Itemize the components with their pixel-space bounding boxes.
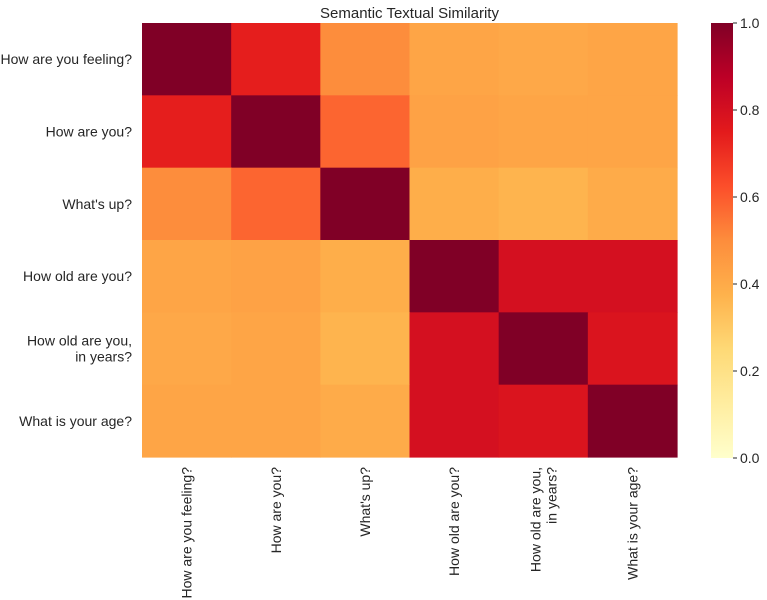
x-tick-label-line: How old are you? — [446, 467, 462, 576]
y-tick-label: How old are you, in years? — [27, 333, 132, 365]
x-tick-label: How old are you,in years? — [527, 467, 559, 572]
colorbar-gradient — [711, 23, 733, 458]
y-axis-labels: How are you feeling? How are you? What's u… — [0, 51, 132, 429]
colorbar-tick-label: 0.6 — [740, 189, 760, 205]
y-tick-label-line: How old are you? — [23, 268, 132, 284]
y-tick-label: What's up? — [62, 196, 132, 212]
x-tick-label-line: What's up? — [357, 467, 373, 537]
x-tick-label-line: What is your age? — [624, 467, 640, 580]
heatmap-cell — [587, 312, 678, 386]
y-tick-label-line: in years? — [75, 349, 132, 365]
heatmap-cell — [409, 167, 500, 241]
x-tick-label-text: How are you? — [268, 467, 284, 554]
y-tick-label: How are you feeling? — [0, 51, 132, 67]
heatmap-cell — [587, 95, 678, 169]
heatmap-cell — [587, 384, 678, 458]
heatmap-cell — [142, 312, 232, 386]
heatmap-cell — [587, 167, 678, 241]
heatmap-cell — [231, 95, 321, 169]
colorbar-tick-label: 1.0 — [740, 15, 760, 31]
heatmap-cells — [142, 23, 678, 458]
x-tick-label-text: How old are you,in years? — [527, 467, 559, 572]
x-tick-label-text: What's up? — [357, 467, 373, 537]
heatmap-cell — [498, 312, 589, 386]
heatmap-cell — [409, 240, 500, 313]
heatmap-cell — [231, 240, 321, 313]
x-tick-label: What is your age? — [624, 467, 640, 580]
x-tick-label-line: in years? — [543, 467, 559, 524]
y-tick-label-line: How are you? — [46, 124, 133, 140]
y-tick-label-line: What's up? — [62, 196, 132, 212]
heatmap-cell — [409, 384, 500, 458]
heatmap-cell — [498, 167, 589, 241]
y-tick-label: What is your age? — [19, 413, 132, 429]
colorbar-tick-label: 0.8 — [740, 102, 760, 118]
heatmap-cell — [231, 23, 321, 96]
x-tick-label-line: How old are you, — [527, 467, 543, 572]
heatmap-cell — [587, 23, 678, 96]
y-tick-label-line: What is your age? — [19, 413, 132, 429]
heatmap-cell — [498, 240, 589, 313]
heatmap-cell — [231, 384, 321, 458]
heatmap-cell — [409, 312, 500, 386]
heatmap-cell — [498, 384, 589, 458]
x-axis-labels: How are you feeling? How are you? What's u… — [179, 467, 641, 599]
heatmap-cell — [231, 167, 321, 241]
x-tick-label-text: How old are you? — [446, 467, 462, 576]
heatmap-cell — [320, 384, 411, 458]
heatmap-cell — [587, 240, 678, 313]
heatmap-cell — [142, 240, 232, 313]
heatmap-cell — [320, 240, 411, 313]
heatmap-cell — [409, 95, 500, 169]
x-tick-label: How are you? — [268, 467, 284, 554]
heatmap-cell — [142, 384, 232, 458]
heatmap-cell — [320, 95, 411, 169]
heatmap-cell — [320, 312, 411, 386]
chart-title: Semantic Textual Similarity — [320, 5, 499, 22]
heatmap-cell — [142, 23, 232, 96]
x-tick-label-line: How are you feeling? — [179, 467, 195, 599]
heatmap-cell — [498, 95, 589, 169]
colorbar-tick-label: 0.4 — [740, 276, 760, 292]
colorbar: 0.0 0.2 0.4 0.6 0.8 1.0 — [711, 15, 760, 466]
x-tick-label: What's up? — [357, 467, 373, 537]
x-tick-label: How old are you? — [446, 467, 462, 576]
y-tick-label-line: How are you feeling? — [0, 51, 132, 67]
heatmap-cell — [498, 23, 589, 96]
heatmap-cell — [320, 167, 411, 241]
heatmap-cell — [142, 167, 232, 241]
x-tick-label-line: How are you? — [268, 467, 284, 554]
y-tick-label: How old are you? — [23, 268, 132, 284]
x-tick-label-text: How are you feeling? — [179, 467, 195, 599]
colorbar-tick-label: 0.0 — [740, 450, 760, 466]
heatmap-cell — [142, 95, 232, 169]
heatmap-cell — [320, 23, 411, 96]
y-tick-label-line: How old are you, — [27, 333, 132, 349]
heatmap-cell — [409, 23, 500, 96]
heatmap-cell — [231, 312, 321, 386]
x-tick-label-text: What is your age? — [624, 467, 640, 580]
y-tick-label: How are you? — [46, 124, 133, 140]
x-tick-label: How are you feeling? — [179, 467, 195, 599]
colorbar-tick-label: 0.2 — [740, 363, 760, 379]
